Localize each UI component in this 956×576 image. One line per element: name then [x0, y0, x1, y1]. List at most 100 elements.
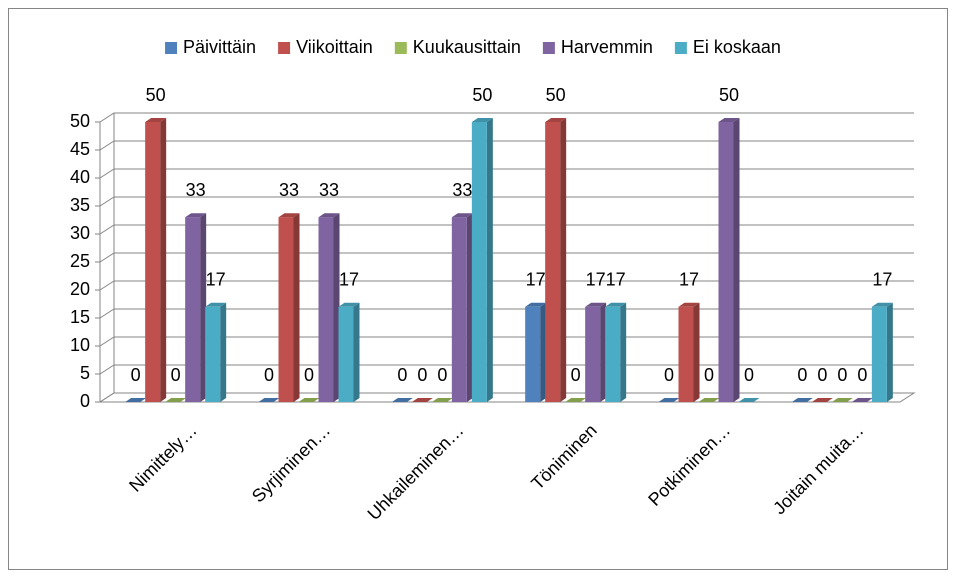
bar-top — [545, 118, 567, 122]
bar-top — [831, 398, 853, 402]
bar-top — [658, 398, 680, 402]
y-tick-label: 40 — [70, 167, 90, 187]
grid-line — [99, 364, 914, 375]
data-label: 0 — [304, 365, 314, 385]
data-label: 17 — [679, 270, 699, 290]
bar-top — [185, 213, 207, 218]
bar-side — [486, 118, 493, 402]
bar-top — [565, 398, 587, 402]
data-label: 17 — [606, 270, 626, 290]
bar — [411, 398, 433, 402]
bar-front — [338, 306, 354, 402]
bar-side — [693, 302, 700, 402]
data-label: 0 — [744, 365, 754, 385]
bar-top — [165, 398, 187, 402]
y-tick-label: 50 — [70, 111, 90, 131]
bar-top — [871, 302, 893, 307]
data-label: 33 — [186, 180, 206, 200]
bar-front — [278, 217, 294, 402]
grid-line — [99, 140, 914, 151]
legend-swatch — [674, 42, 687, 54]
bar — [318, 213, 340, 402]
legend-swatch — [278, 42, 291, 54]
bar — [811, 398, 833, 402]
grid-line — [99, 308, 914, 319]
bar — [565, 398, 587, 402]
bar-top — [318, 213, 340, 218]
grid-line — [99, 252, 914, 263]
bar — [338, 302, 360, 402]
data-label: 17 — [586, 270, 606, 290]
data-label: 0 — [397, 365, 407, 385]
bar-side — [353, 302, 360, 402]
bar-top — [338, 302, 360, 307]
data-label: 0 — [417, 365, 427, 385]
bar-top — [258, 398, 280, 402]
grid-line — [99, 392, 914, 403]
data-label: 0 — [437, 365, 447, 385]
legend-swatch — [394, 42, 407, 54]
bar-side — [466, 213, 473, 402]
bar-top — [851, 398, 873, 402]
bar-front — [145, 122, 161, 402]
data-label: 0 — [797, 365, 807, 385]
data-label: 33 — [452, 180, 472, 200]
bar — [545, 118, 567, 402]
bar-top — [125, 398, 147, 402]
bar-top — [525, 302, 547, 307]
bar-side — [620, 302, 627, 402]
legend-label: Ei koskaan — [693, 37, 781, 57]
data-label: 50 — [719, 85, 739, 105]
bar — [525, 302, 547, 402]
bar — [431, 398, 453, 402]
grid-line — [99, 112, 914, 123]
data-label: 0 — [571, 365, 581, 385]
bar — [125, 398, 147, 402]
bar-side — [560, 118, 567, 402]
bar — [678, 302, 700, 402]
data-label: 0 — [171, 365, 181, 385]
bar-front — [545, 122, 561, 402]
bar-top — [298, 398, 320, 402]
bar — [298, 398, 320, 402]
bar-top — [411, 398, 433, 402]
bar-side — [333, 213, 340, 402]
legend-swatch — [542, 42, 555, 54]
bar — [185, 213, 207, 402]
data-label: 17 — [526, 270, 546, 290]
bar-front — [678, 306, 694, 402]
bar-front — [318, 217, 334, 402]
bar — [165, 398, 187, 402]
bar — [205, 302, 227, 402]
bar-top — [451, 213, 473, 218]
bar-top — [391, 398, 413, 402]
bar — [831, 398, 853, 402]
y-tick-label: 25 — [70, 251, 90, 271]
y-tick-label: 45 — [70, 139, 90, 159]
bar-top — [698, 398, 720, 402]
data-label: 17 — [339, 270, 359, 290]
data-label: 33 — [279, 180, 299, 200]
bar — [145, 118, 167, 402]
data-label: 0 — [837, 365, 847, 385]
bar — [391, 398, 413, 402]
y-tick-label: 0 — [80, 391, 90, 411]
bar-front — [605, 306, 621, 402]
data-label: 17 — [872, 270, 892, 290]
bar-front — [585, 306, 601, 402]
data-label: 50 — [146, 85, 166, 105]
y-tick-label: 30 — [70, 223, 90, 243]
bar — [258, 398, 280, 402]
bar-front — [451, 217, 467, 402]
bar-top — [718, 118, 740, 122]
bar-side — [540, 302, 547, 402]
bar — [585, 302, 607, 402]
grid-line — [99, 336, 914, 347]
legend-label: Harvemmin — [561, 37, 653, 57]
grid-line — [99, 280, 914, 291]
data-label: 17 — [206, 270, 226, 290]
bar-side — [886, 302, 893, 402]
bar — [871, 302, 893, 402]
bar-top — [678, 302, 700, 307]
